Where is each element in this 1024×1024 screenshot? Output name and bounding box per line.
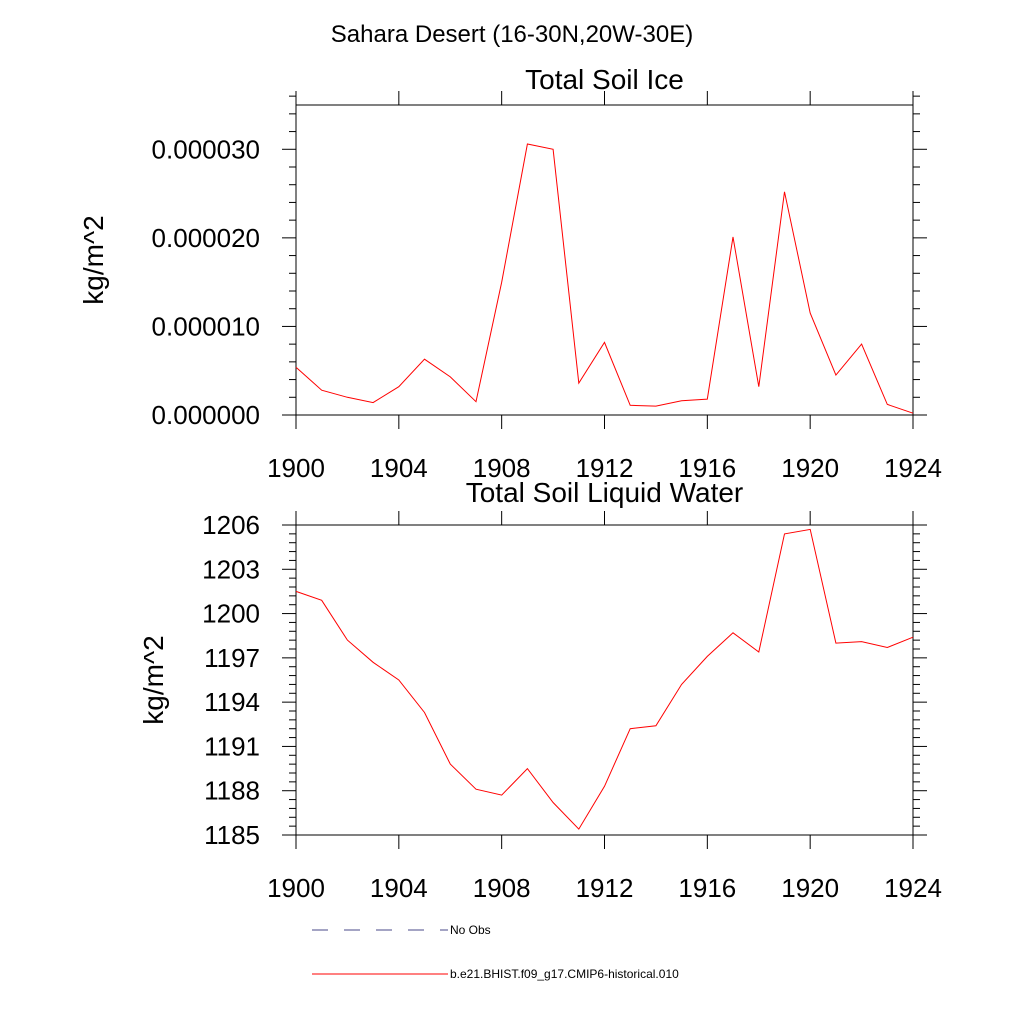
- panel-total-soil-liquid-water: Total Soil Liquid Water kg/m^2 1900 1904 190…: [138, 477, 942, 903]
- plot-frame: [295, 524, 914, 836]
- panel-title: Total Soil Ice: [525, 64, 684, 95]
- x-tick-label: 1904: [370, 873, 428, 903]
- y-tick-label: 0.000030: [152, 134, 260, 164]
- y-tick-label: 1185: [204, 820, 260, 850]
- series-line: [295, 528, 914, 830]
- x-tick-label: 1900: [267, 453, 325, 483]
- x-tick-label: 1908: [473, 453, 531, 483]
- legend: No Obs b.e21.BHIST.f09_g17.CMIP6-histori…: [312, 923, 679, 981]
- x-tick-label: 1900: [267, 873, 325, 903]
- y-tick-label: 1188: [204, 776, 260, 806]
- x-tick-label: 1908: [473, 873, 531, 903]
- y-tick-label: 1200: [202, 599, 260, 629]
- y-axis-label: kg/m^2: [78, 215, 109, 304]
- plot-frame: [295, 104, 914, 416]
- y-axis-label: kg/m^2: [138, 635, 169, 724]
- legend-item-model-run: b.e21.BHIST.f09_g17.CMIP6-historical.010: [312, 967, 679, 981]
- x-tick-label: 1916: [678, 453, 736, 483]
- x-tick-label: 1920: [781, 453, 839, 483]
- legend-item-no-obs: No Obs: [312, 923, 491, 937]
- y-tick-label: 1191: [204, 731, 260, 761]
- y-tick-label: 0.000000: [152, 400, 260, 430]
- figure-title: Sahara Desert (16-30N,20W-30E): [331, 21, 693, 48]
- y-tick-label: 1194: [204, 687, 260, 717]
- y-tick-label: 0.000020: [152, 223, 260, 253]
- x-tick-label: 1920: [781, 873, 839, 903]
- x-tick-label: 1912: [576, 873, 634, 903]
- x-tick-label: 1904: [370, 453, 428, 483]
- x-tick-label: 1924: [884, 453, 942, 483]
- legend-label-no-obs: No Obs: [450, 923, 491, 937]
- y-tick-label: 1203: [202, 554, 260, 584]
- legend-label-model-run: b.e21.BHIST.f09_g17.CMIP6-historical.010: [450, 967, 679, 981]
- x-tick-label: 1924: [884, 873, 942, 903]
- y-tick-label: 1206: [202, 510, 260, 540]
- x-tick-label: 1912: [576, 453, 634, 483]
- panel-total-soil-ice: Total Soil Ice kg/m^2 1900 1904 1908 1912 1916…: [78, 64, 942, 483]
- series-line: [295, 143, 914, 414]
- y-tick-label: 0.000010: [152, 311, 260, 341]
- panel-title: Total Soil Liquid Water: [466, 477, 744, 508]
- y-tick-label: 1197: [204, 643, 260, 673]
- x-tick-label: 1916: [678, 873, 736, 903]
